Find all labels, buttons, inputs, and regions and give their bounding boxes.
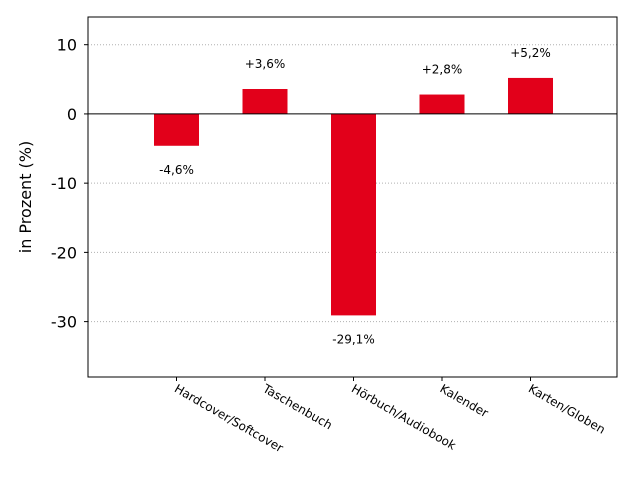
bars bbox=[154, 77, 553, 316]
data-label: -29,1% bbox=[332, 332, 374, 346]
bar bbox=[419, 94, 465, 114]
data-label: +3,6% bbox=[245, 57, 286, 71]
x-tick-label: Taschenbuch bbox=[260, 381, 335, 432]
bar bbox=[508, 77, 553, 114]
y-tick-label: 10 bbox=[57, 36, 77, 55]
y-tick-label: -10 bbox=[51, 174, 77, 193]
plot-frame bbox=[87, 16, 618, 378]
x-tick-label: Kalender bbox=[438, 381, 491, 420]
y-tick-label: 0 bbox=[67, 105, 77, 124]
bar bbox=[154, 113, 199, 146]
data-label: +2,8% bbox=[422, 63, 463, 77]
data-label: -4,6% bbox=[159, 163, 194, 177]
bar bbox=[242, 89, 288, 114]
data-labels: -4,6% +3,6% -29,1% +2,8% +5,2% bbox=[159, 46, 551, 346]
x-tick-label: Karten/Globen bbox=[526, 381, 608, 436]
y-axis-title: in Prozent (%) bbox=[16, 141, 35, 253]
bar bbox=[331, 113, 376, 316]
y-tick-label: -20 bbox=[51, 243, 77, 262]
y-axis: 10 0 -10 -20 -30 bbox=[51, 36, 88, 332]
data-label: +5,2% bbox=[510, 46, 551, 60]
y-tick-label: -30 bbox=[51, 313, 77, 332]
